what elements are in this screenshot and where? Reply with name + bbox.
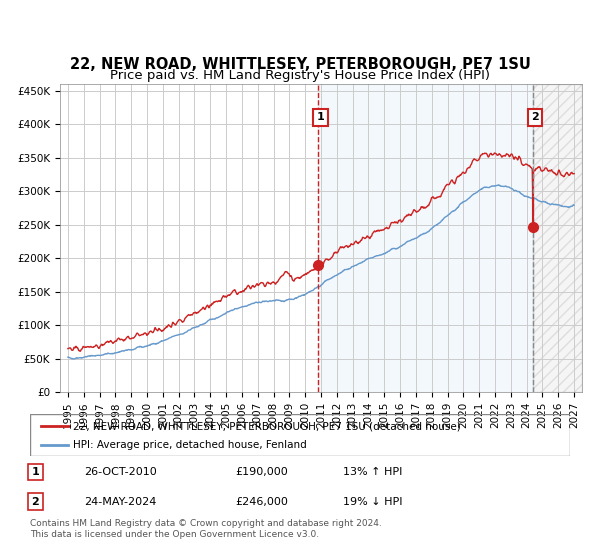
Text: £246,000: £246,000	[235, 497, 288, 507]
Bar	[533, 84, 582, 392]
Bar	[533, 84, 582, 392]
Text: 13% ↑ HPI: 13% ↑ HPI	[343, 467, 403, 477]
Text: 22, NEW ROAD, WHITTLESEY, PETERBOROUGH, PE7 1SU: 22, NEW ROAD, WHITTLESEY, PETERBOROUGH, …	[70, 57, 530, 72]
Text: 19% ↓ HPI: 19% ↓ HPI	[343, 497, 403, 507]
Bar	[318, 84, 533, 392]
Text: 1: 1	[32, 467, 39, 477]
Text: 24-MAY-2024: 24-MAY-2024	[84, 497, 157, 507]
Text: 2: 2	[32, 497, 39, 507]
Text: HPI: Average price, detached house, Fenland: HPI: Average price, detached house, Fenl…	[73, 440, 307, 450]
Text: 22, NEW ROAD, WHITTLESEY, PETERBOROUGH, PE7 1SU (detached house): 22, NEW ROAD, WHITTLESEY, PETERBOROUGH, …	[73, 421, 461, 431]
Text: £190,000: £190,000	[235, 467, 288, 477]
Text: Contains HM Land Registry data © Crown copyright and database right 2024.
This d: Contains HM Land Registry data © Crown c…	[30, 520, 382, 539]
Text: Price paid vs. HM Land Registry's House Price Index (HPI): Price paid vs. HM Land Registry's House …	[110, 69, 490, 82]
Text: 1: 1	[317, 113, 325, 123]
Text: 26-OCT-2010: 26-OCT-2010	[84, 467, 157, 477]
Text: 2: 2	[532, 113, 539, 123]
